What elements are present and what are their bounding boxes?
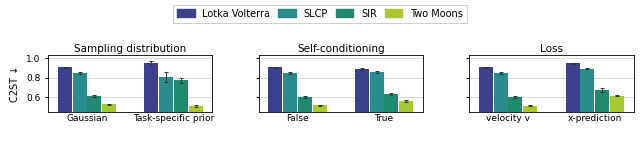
Bar (523, 106, 537, 145)
Bar (102, 104, 116, 145)
Bar (399, 101, 413, 145)
Bar (370, 72, 384, 145)
Bar (159, 77, 173, 145)
Y-axis label: C2ST ↓: C2ST ↓ (10, 65, 20, 102)
Bar (479, 67, 493, 145)
Bar (298, 97, 312, 145)
Bar (312, 105, 326, 145)
Bar (566, 63, 580, 145)
Bar (174, 80, 188, 145)
Bar (610, 96, 624, 145)
Legend: Lotka Volterra, SLCP, SIR, Two Moons: Lotka Volterra, SLCP, SIR, Two Moons (173, 5, 467, 23)
Bar (283, 73, 297, 145)
Bar (508, 97, 522, 145)
Title: Sampling distribution: Sampling distribution (74, 44, 186, 54)
Title: Self-conditioning: Self-conditioning (297, 44, 385, 54)
Bar (189, 106, 203, 145)
Bar (145, 63, 159, 145)
Bar (355, 69, 369, 145)
Title: Loss: Loss (540, 44, 563, 54)
Bar (493, 73, 508, 145)
Bar (58, 67, 72, 145)
Bar (580, 69, 595, 145)
Bar (595, 90, 609, 145)
Bar (72, 73, 86, 145)
Bar (268, 67, 282, 145)
Bar (87, 96, 101, 145)
Bar (385, 94, 399, 145)
